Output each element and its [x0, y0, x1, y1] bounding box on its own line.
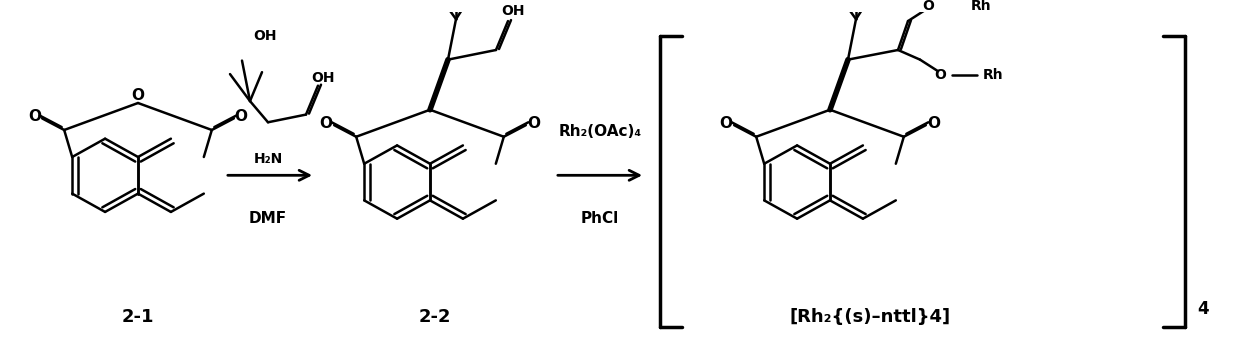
- Text: H₂N: H₂N: [253, 152, 283, 166]
- Text: O: O: [320, 116, 332, 131]
- Text: Rh₂(OAc)₄: Rh₂(OAc)₄: [558, 125, 641, 139]
- Text: PhCl: PhCl: [580, 211, 619, 226]
- Text: O: O: [131, 88, 145, 103]
- Text: O: O: [234, 109, 247, 124]
- Text: Rh: Rh: [982, 68, 1003, 82]
- Text: O: O: [719, 116, 733, 131]
- Text: O: O: [527, 116, 541, 131]
- Text: O: O: [923, 0, 934, 13]
- Text: 2-1: 2-1: [122, 308, 154, 326]
- Text: [Rh₂{(s)–nttl}4]: [Rh₂{(s)–nttl}4]: [790, 308, 951, 326]
- Text: O: O: [29, 109, 42, 124]
- Text: OH: OH: [501, 4, 525, 19]
- Text: DMF: DMF: [249, 211, 288, 226]
- Text: Rh: Rh: [971, 0, 991, 13]
- Text: 2-2: 2-2: [419, 308, 451, 326]
- Text: O: O: [928, 116, 940, 131]
- Text: OH: OH: [253, 29, 277, 43]
- Text: 4: 4: [1197, 300, 1209, 318]
- Text: O: O: [934, 68, 946, 82]
- Text: OH: OH: [311, 71, 335, 85]
